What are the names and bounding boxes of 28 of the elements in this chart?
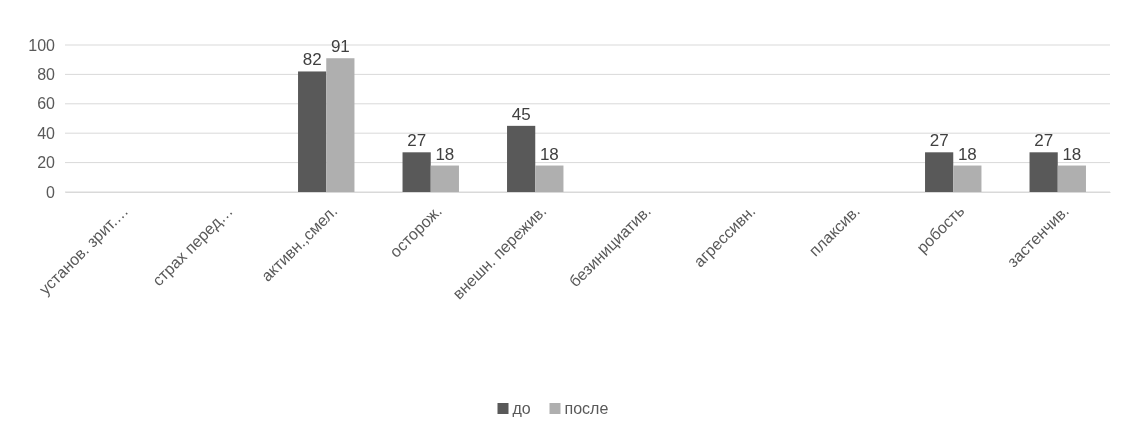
y-tick-label: 60 — [37, 95, 56, 113]
y-tick-label: 80 — [37, 66, 56, 84]
bar — [507, 125, 536, 192]
bar — [402, 152, 431, 192]
bar — [326, 58, 355, 192]
bar — [953, 165, 982, 192]
data-label: 27 — [929, 131, 949, 151]
data-label: 45 — [511, 104, 531, 124]
data-label: 91 — [330, 37, 350, 57]
bar — [1057, 165, 1086, 192]
data-label: 18 — [539, 144, 559, 164]
data-label: 27 — [1034, 131, 1054, 151]
bar — [298, 71, 327, 192]
data-label: 18 — [1062, 144, 1082, 164]
legend-label: до — [512, 400, 531, 417]
bar — [430, 165, 459, 192]
data-label: 18 — [957, 144, 977, 164]
bar — [535, 165, 564, 192]
y-tick-label: 20 — [37, 154, 56, 172]
y-tick-label: 0 — [46, 183, 56, 201]
data-label: 18 — [435, 144, 455, 164]
y-tick-label: 40 — [37, 124, 56, 142]
legend-label: после — [564, 400, 609, 417]
y-tick-label: 100 — [28, 36, 56, 54]
bar — [1029, 152, 1058, 192]
data-label: 27 — [407, 131, 427, 151]
bar — [925, 152, 954, 192]
data-label: 82 — [302, 50, 322, 70]
